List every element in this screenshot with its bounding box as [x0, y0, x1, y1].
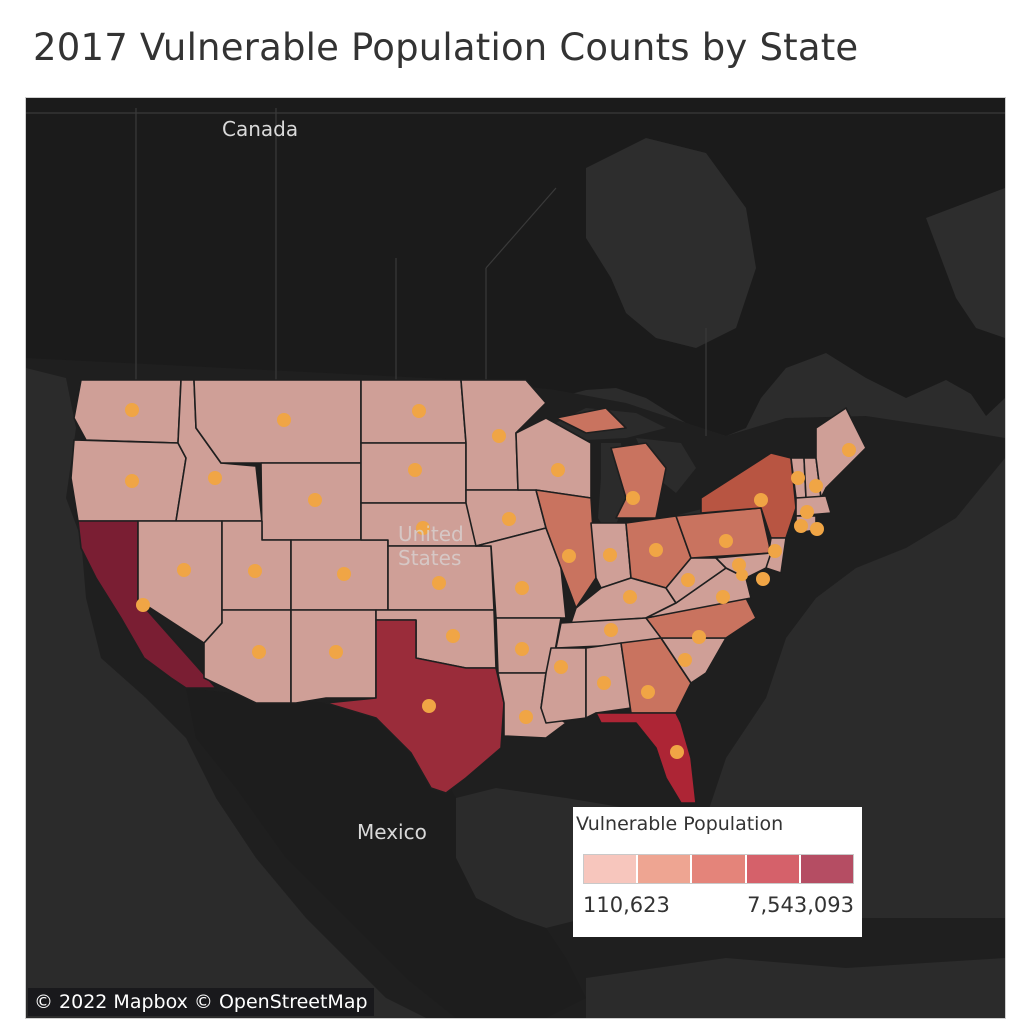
- map-attribution[interactable]: © 2022 Mapbox © OpenStreetMap: [28, 988, 374, 1016]
- marker-alabama[interactable]: [597, 676, 611, 690]
- hudson-bay: [586, 138, 756, 348]
- state-pennsylvania[interactable]: [675, 507, 772, 559]
- state-maine[interactable]: [815, 407, 867, 499]
- marker-maryland[interactable]: [732, 558, 746, 572]
- marker-montana[interactable]: [277, 413, 291, 427]
- marker-utah[interactable]: [248, 564, 262, 578]
- marker-oregon[interactable]: [125, 474, 139, 488]
- pacific-ocean: [26, 368, 426, 1018]
- marker-ohio[interactable]: [649, 543, 663, 557]
- marker-arkansas[interactable]: [515, 642, 529, 656]
- marker-kansas[interactable]: [432, 576, 446, 590]
- marker-pennsylvania[interactable]: [719, 534, 733, 548]
- marker-connecticut[interactable]: [794, 519, 808, 533]
- legend-step-4: [746, 855, 801, 883]
- marker-delaware[interactable]: [756, 572, 770, 586]
- marker-wisconsin[interactable]: [551, 463, 565, 477]
- label-mexico: Mexico: [357, 820, 427, 844]
- marker-florida[interactable]: [670, 745, 684, 759]
- marker-new-mexico[interactable]: [329, 645, 343, 659]
- state-florida[interactable]: [595, 712, 697, 804]
- marker-georgia[interactable]: [641, 685, 655, 699]
- marker-texas[interactable]: [422, 699, 436, 713]
- marker-missouri[interactable]: [515, 581, 529, 595]
- marker-nevada[interactable]: [177, 563, 191, 577]
- marker-mississippi[interactable]: [554, 660, 568, 674]
- page-title: 2017 Vulnerable Population Counts by Sta…: [33, 26, 859, 69]
- marker-dc[interactable]: [736, 569, 748, 581]
- marker-new-hampshire[interactable]: [809, 479, 823, 493]
- legend-step-3: [692, 855, 747, 883]
- marker-idaho[interactable]: [208, 471, 222, 485]
- label-united-states: United States: [398, 522, 464, 570]
- canada-land: [26, 98, 1005, 436]
- legend-max-label: 7,543,093: [747, 893, 854, 917]
- marker-north-dakota[interactable]: [412, 404, 426, 418]
- marker-minnesota[interactable]: [492, 429, 506, 443]
- marker-new-york[interactable]: [754, 493, 768, 507]
- marker-maine[interactable]: [842, 443, 856, 457]
- marker-washington[interactable]: [125, 403, 139, 417]
- marker-wyoming[interactable]: [308, 493, 322, 507]
- marker-massachusetts[interactable]: [800, 505, 814, 519]
- marker-virginia[interactable]: [716, 590, 730, 604]
- legend-step-5: [800, 855, 854, 883]
- legend-min-label: 110,623: [583, 893, 670, 917]
- legend-title: Vulnerable Population: [576, 813, 784, 835]
- marker-kentucky[interactable]: [623, 590, 637, 604]
- marker-north-carolina[interactable]: [692, 630, 706, 644]
- color-legend: Vulnerable Population 110,623 7,543,093: [573, 807, 862, 937]
- marker-tennessee[interactable]: [604, 623, 618, 637]
- us-states[interactable]: [70, 379, 867, 804]
- marker-west-virginia[interactable]: [681, 573, 695, 587]
- marker-south-dakota[interactable]: [408, 463, 422, 477]
- caribbean-sea: [586, 958, 1005, 1018]
- province-boundaries: [26, 108, 1005, 436]
- legend-step-1: [584, 855, 639, 883]
- marker-arizona[interactable]: [252, 645, 266, 659]
- state-markers[interactable]: [125, 403, 856, 759]
- mexico-land: [186, 688, 586, 1018]
- marker-vermont[interactable]: [791, 471, 805, 485]
- labrador-sea: [926, 188, 1005, 338]
- marker-south-carolina[interactable]: [678, 653, 692, 667]
- marker-louisiana[interactable]: [519, 710, 533, 724]
- marker-oklahoma[interactable]: [446, 629, 460, 643]
- marker-california[interactable]: [136, 598, 150, 612]
- marker-michigan[interactable]: [626, 491, 640, 505]
- atlantic-ocean: [706, 458, 1005, 918]
- marker-colorado[interactable]: [337, 567, 351, 581]
- marker-illinois[interactable]: [562, 549, 576, 563]
- marker-indiana[interactable]: [603, 548, 617, 562]
- legend-step-2: [638, 855, 693, 883]
- label-canada: Canada: [222, 117, 298, 141]
- marker-new-jersey[interactable]: [768, 544, 782, 558]
- marker-nebraska[interactable]: [416, 521, 430, 535]
- marker-iowa[interactable]: [502, 512, 516, 526]
- marker-rhode-island[interactable]: [810, 522, 824, 536]
- legend-color-ramp: [583, 854, 854, 884]
- state-texas[interactable]: [325, 619, 505, 794]
